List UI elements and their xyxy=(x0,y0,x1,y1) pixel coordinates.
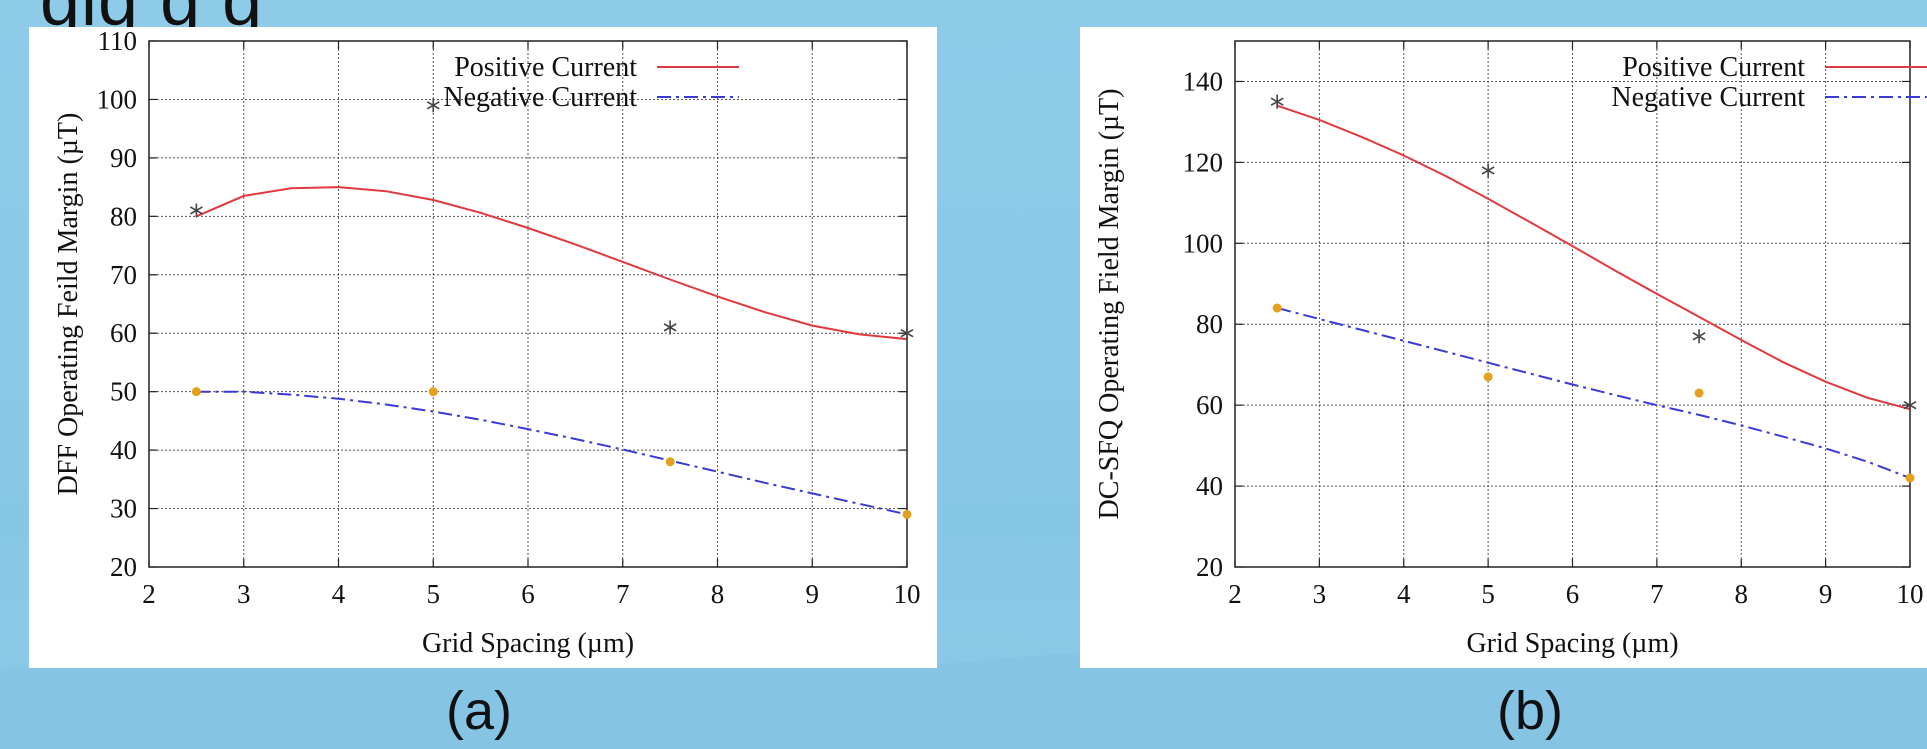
chart-panel-a: 2 3 4 5 6 7 8 9 10 20 30 40 50 60 70 80 90 100 110 Grid Spa… xyxy=(29,26,937,668)
chart-panel-b: 2 3 4 5 6 7 8 9 10 20 40 60 80 100 120 140 Grid Spacing … xyxy=(1080,27,1927,668)
y-tick-label: 20 xyxy=(1196,552,1223,582)
plot-frame xyxy=(148,40,908,568)
y-tick-label: 80 xyxy=(1196,309,1223,339)
y-tick-label: 40 xyxy=(110,435,137,465)
asterisk-stroke xyxy=(189,206,203,215)
legend-positive-label: Positive Current xyxy=(1622,52,1805,83)
x-tick-label: 9 xyxy=(1819,579,1833,609)
x-tick-label: 6 xyxy=(521,579,535,609)
positive-current-point xyxy=(900,326,914,341)
y-tick-label: 110 xyxy=(98,26,138,56)
positive-current-point xyxy=(189,203,203,218)
x-tick-label: 5 xyxy=(427,579,441,609)
negative-current-point xyxy=(1272,303,1282,313)
y-tick-label: 100 xyxy=(97,84,138,114)
x-tick-label: 4 xyxy=(1397,579,1411,609)
positive-current-line xyxy=(196,186,907,341)
x-tick-label: 7 xyxy=(1650,579,1664,609)
positive-current-point xyxy=(426,98,440,113)
y-tick-label: 100 xyxy=(1183,228,1224,258)
negative-current-point xyxy=(428,387,438,397)
x-tick-label: 6 xyxy=(1566,579,1580,609)
x-tick-label: 10 xyxy=(1897,579,1924,609)
x-tick-label: 8 xyxy=(711,579,725,609)
negative-current-line xyxy=(1276,307,1910,479)
negative-current-point xyxy=(1694,388,1704,398)
chart-a: 2 3 4 5 6 7 8 9 10 20 30 40 50 60 70 80 90 100 110 Grid Spa… xyxy=(53,26,921,659)
y-tick-label: 60 xyxy=(110,318,137,348)
y-tick-label: 90 xyxy=(110,143,137,173)
x-tick-label: 5 xyxy=(1481,579,1495,609)
x-tick-label: 8 xyxy=(1735,579,1749,609)
asterisk-stroke xyxy=(663,323,677,332)
caption-a: (a) xyxy=(446,681,512,741)
x-tick-label: 9 xyxy=(806,579,820,609)
positive-current-point xyxy=(1481,163,1495,178)
x-tick-label: 3 xyxy=(237,579,251,609)
positive-current-point xyxy=(1692,329,1706,344)
plot-area xyxy=(196,186,907,516)
chart-b: 2 3 4 5 6 7 8 9 10 20 40 60 80 100 120 140 Grid Spacing … xyxy=(1094,40,1927,659)
background-swoosh xyxy=(0,649,1927,749)
negative-current-point xyxy=(1905,473,1915,483)
positive-current-point xyxy=(1903,398,1917,413)
x-axis-label: Grid Spacing (µm) xyxy=(422,628,634,659)
y-tick-label: 70 xyxy=(110,260,137,290)
x-tick-label: 3 xyxy=(1313,579,1327,609)
x-tick-label: 2 xyxy=(1228,579,1242,609)
y-tick-label: 20 xyxy=(110,552,137,582)
asterisk-stroke xyxy=(1903,400,1917,410)
x-axis-label: Grid Spacing (µm) xyxy=(1466,628,1678,659)
asterisk-stroke xyxy=(426,101,440,110)
negative-current-point xyxy=(1483,372,1493,382)
y-tick-label: 140 xyxy=(1183,66,1224,96)
asterisk-stroke xyxy=(900,329,914,338)
y-tick-label: 60 xyxy=(1196,390,1223,420)
y-axis-label: DFF Operating Feild Margin (µT) xyxy=(53,113,84,496)
y-tick-label: 40 xyxy=(1196,471,1223,501)
legend-positive-label: Positive Current xyxy=(454,52,637,83)
x-tick-label: 10 xyxy=(894,579,921,609)
caption-b: (b) xyxy=(1497,681,1563,741)
y-tick-label: 120 xyxy=(1183,147,1224,177)
asterisk-stroke xyxy=(1481,166,1495,175)
plot-frame xyxy=(1234,40,1911,568)
y-tick-label: 80 xyxy=(110,201,137,231)
x-tick-label: 7 xyxy=(616,579,630,609)
legend-negative-label: Negative Current xyxy=(443,82,637,113)
negative-current-line xyxy=(196,390,907,516)
negative-current-point xyxy=(902,509,912,519)
asterisk-stroke xyxy=(1270,97,1284,106)
positive-current-line xyxy=(1276,104,1910,411)
negative-current-point xyxy=(191,387,201,397)
positive-current-point xyxy=(1270,94,1284,109)
plot-area xyxy=(1276,104,1910,479)
y-tick-label: 50 xyxy=(110,377,137,407)
asterisk-stroke xyxy=(1692,332,1706,341)
positive-current-point xyxy=(663,320,677,335)
y-axis-label: DC-SFQ Operating Field Margin (µT) xyxy=(1094,89,1125,520)
x-tick-label: 4 xyxy=(332,579,346,609)
negative-current-point xyxy=(665,457,675,467)
x-tick-label: 2 xyxy=(142,579,156,609)
y-tick-label: 30 xyxy=(110,494,137,524)
legend-negative-label: Negative Current xyxy=(1611,82,1805,113)
